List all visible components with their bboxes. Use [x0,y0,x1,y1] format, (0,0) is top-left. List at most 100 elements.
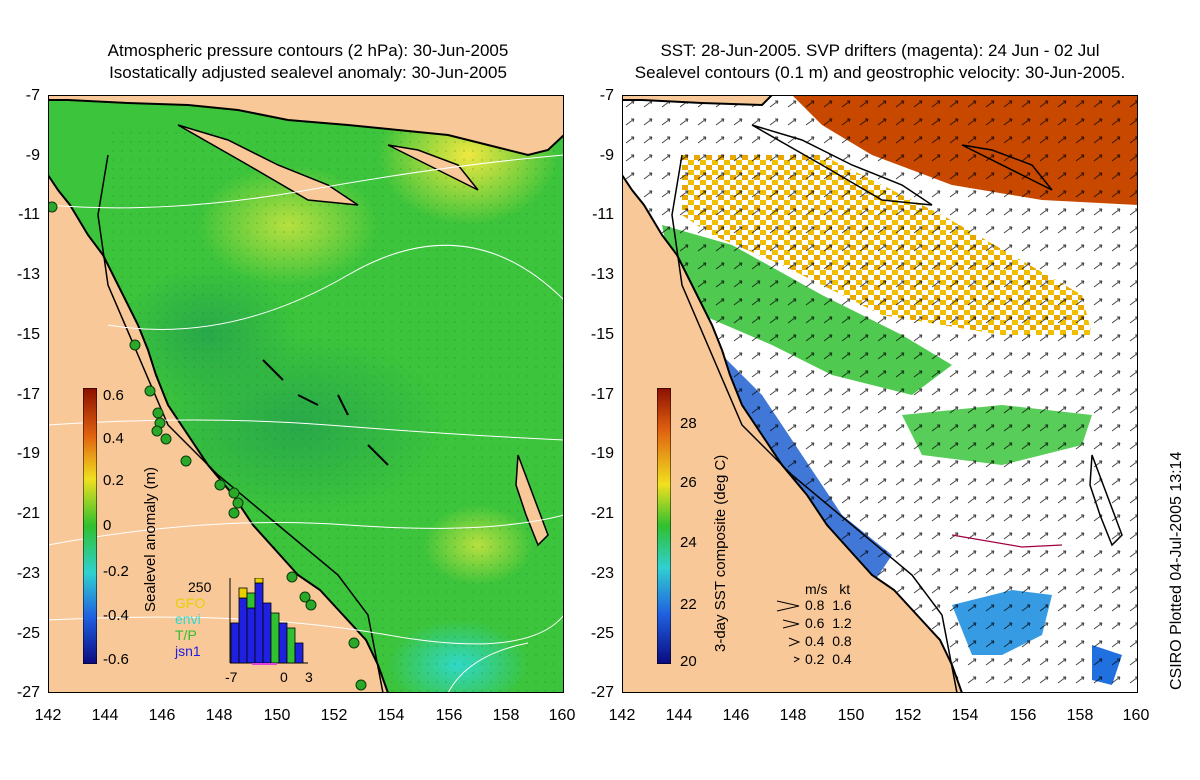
lon-tick: 158 [1066,707,1094,724]
colorbar-label: Sealevel anomaly (m) [142,466,159,612]
lat-tick: -19 [16,445,40,462]
lat-tick: -7 [25,87,40,104]
lon-tick: 152 [320,707,348,724]
colorbar-tick: 0.6 [103,387,124,404]
lat-tick: -23 [590,565,614,582]
lon-tick: 146 [148,707,176,724]
land-new-guinea [622,95,774,107]
lat-tick: -11 [18,206,40,223]
land-islands [961,144,1053,191]
land-islands [177,124,359,206]
legend-gfo: GFO [175,595,206,611]
sealevel-colorbar [83,388,97,664]
lat-tick: -21 [16,505,40,522]
lon-tick: 156 [435,707,463,724]
histogram-xtick: 3 [305,669,313,685]
altimeter-histogram [229,578,308,665]
left-map-frame [48,95,564,693]
lat-tick: -19 [590,445,614,462]
pressure-contour [48,154,564,209]
lat-tick: -25 [590,625,614,642]
land-islands [751,124,933,206]
velocity-legend-header: m/s kt [805,581,851,597]
lat-tick: -11 [592,206,614,223]
lat-tick: -27 [16,684,40,701]
colorbar-tick: 26 [680,474,697,491]
lat-tick: -23 [16,565,40,582]
lon-tick: 144 [91,707,119,724]
lat-tick: -13 [16,266,40,283]
velocity-legend-arrows [776,600,801,663]
lat-tick: -21 [590,505,614,522]
pressure-contour [48,614,564,645]
land-australia [622,95,964,693]
lon-tick: 148 [205,707,233,724]
shelf-contour [671,154,958,693]
colorbar-tick: 0 [103,517,112,534]
lon-tick: 142 [34,707,62,724]
lon-tick: 154 [951,707,979,724]
right-title-line2: Sealevel contours (0.1 m) and geostrophi… [634,63,1126,82]
velocity-legend-row: 0.8 1.6 [805,597,852,613]
lat-tick: -7 [599,87,614,104]
lon-tick: 158 [492,707,520,724]
land-islands [1089,454,1123,547]
pressure-contour [48,419,564,441]
lat-tick: -15 [16,326,40,343]
lat-tick: -27 [590,684,614,701]
pressure-contour [48,514,564,546]
histogram-xtick: -7 [225,669,238,685]
lat-tick: -15 [590,326,614,343]
colorbar-tick: 24 [680,534,697,551]
lat-tick: -9 [599,147,614,164]
colorbar-tick: 0.2 [103,472,124,489]
lon-tick: 152 [894,707,922,724]
colorbar-tick: 0.4 [103,430,124,447]
lon-tick: 144 [665,707,693,724]
lat-tick: -13 [590,266,614,283]
colorbar-tick: 22 [680,596,697,613]
lat-tick: -25 [16,625,40,642]
lon-tick: 160 [548,707,576,724]
lon-tick: 150 [263,707,291,724]
land-islands [515,454,549,547]
right-title-line1: SST: 28-Jun-2005. SVP drifters (magenta)… [660,41,1100,60]
shelf-contour [97,154,384,693]
lon-tick: 154 [377,707,405,724]
lat-tick: -9 [25,147,40,164]
lat-tick: -17 [16,386,40,403]
tide-gauge-markers [48,201,367,691]
colorbar-tick: -0.4 [103,607,129,624]
pressure-contour [107,244,564,330]
colorbar-tick: -0.2 [103,563,129,580]
drifter-tracks [951,534,1063,548]
histogram-xtick: 0 [280,669,288,685]
land-new-guinea [48,95,564,157]
colorbar-label: 3-day SST composite (deg C) [712,454,729,652]
lon-tick: 160 [1122,707,1150,724]
histogram-ymax: 250 [188,579,212,595]
lon-tick: 146 [722,707,750,724]
lon-tick: 150 [837,707,865,724]
pressure-contour [447,642,529,693]
land-australia [48,95,390,693]
lat-tick: -17 [590,386,614,403]
lon-tick: 156 [1009,707,1037,724]
colorbar-tick: -0.6 [103,651,129,668]
lon-tick: 148 [779,707,807,724]
velocity-legend-row: 0.2 0.4 [805,651,852,667]
plot-credit: CSIRO Plotted 04-Jul-2005 13:14 [1168,451,1185,690]
sst-colorbar [657,388,671,664]
colorbar-tick: 28 [680,415,697,432]
right-map-frame [622,95,1138,693]
left-title-line1: Atmospheric pressure contours (2 hPa): 3… [107,41,509,60]
reef-outlines [262,359,389,466]
velocity-legend-row: 0.4 0.8 [805,633,852,649]
lon-tick: 142 [608,707,636,724]
legend-jsn1: jsn1 [175,643,201,659]
land-islands [387,144,479,191]
legend-tp: T/P [175,627,197,643]
left-title-line2: Isostatically adjusted sealevel anomaly:… [109,63,507,82]
sst-map [622,95,1138,693]
colorbar-tick: 20 [680,653,697,670]
